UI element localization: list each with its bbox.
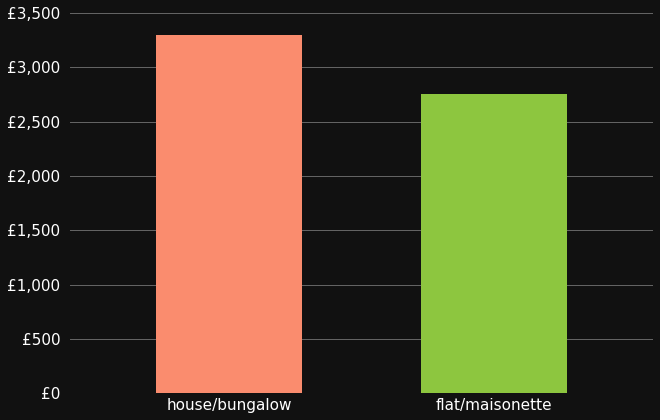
Bar — [156, 35, 302, 393]
Bar — [421, 94, 567, 393]
